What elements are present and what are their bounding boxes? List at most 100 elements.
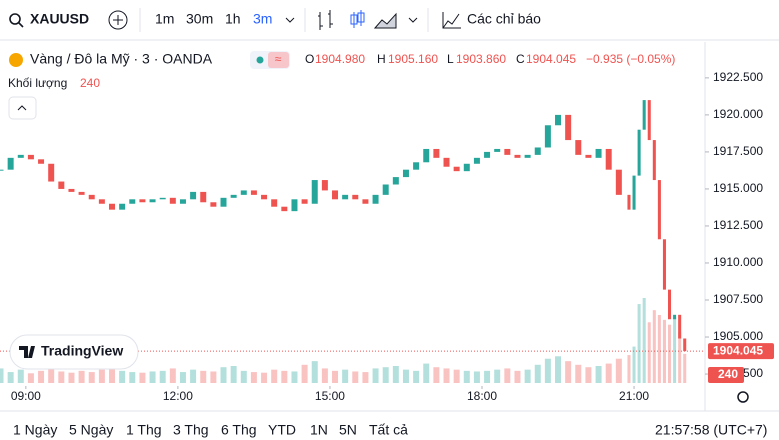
volume-bar [632, 346, 636, 383]
range-button[interactable]: 1 Ngày [13, 422, 57, 438]
volume-bar [392, 366, 399, 383]
candle-body [261, 194, 268, 200]
candle-body [678, 314, 682, 339]
volume-bar [58, 371, 65, 383]
volume-bar [129, 372, 136, 383]
range-button[interactable]: 1N [310, 422, 328, 438]
symbol-logo [9, 53, 23, 67]
interval[interactable]: 30m [186, 11, 213, 27]
volume-bar [240, 370, 247, 383]
last-volume-badge [708, 367, 744, 383]
symbol[interactable]: XAUUSD [30, 11, 89, 27]
candle-body [662, 239, 666, 290]
volume-bar [352, 371, 359, 383]
footer: 21:57:58 (UTC+7) 1 Ngày 5 Ngày 1 Thg 3 Thg 6… [13, 422, 767, 438]
candle-body [683, 338, 687, 352]
ohlc-value: 1905.160 [388, 52, 438, 66]
logo-badge [9, 334, 139, 370]
indicators[interactable]: Các chỉ báo [467, 11, 541, 27]
volume-bar [149, 371, 156, 383]
delay-badge [268, 52, 289, 68]
candle-body [605, 148, 612, 170]
bars-icon[interactable] [318, 10, 333, 30]
range-button[interactable]: YTD [268, 422, 296, 438]
chevron[interactable] [408, 17, 418, 23]
candle-body [291, 199, 298, 212]
interval[interactable]: 1h [225, 11, 241, 27]
volume-bar [230, 366, 237, 383]
y-tick-label: 1920.000 [713, 107, 763, 121]
x-tick-label: 21:00 [619, 389, 649, 403]
range-button[interactable]: 3 Thg [173, 422, 209, 438]
volume-bar [281, 370, 288, 383]
x-tick-label: 18:00 [467, 389, 497, 403]
candle-body [657, 180, 661, 240]
interval-active[interactable]: 3m [253, 11, 272, 27]
candle-body [78, 191, 85, 195]
candle-body [642, 100, 646, 130]
volume-bar [627, 355, 631, 383]
candle-body [555, 114, 562, 126]
candle-body [230, 194, 237, 198]
candle-body [7, 157, 14, 170]
volume-bar [642, 298, 646, 383]
candle-body [565, 114, 572, 141]
candle-body [169, 197, 176, 204]
candle-body [38, 159, 45, 164]
candle-body [615, 169, 622, 195]
collapse-icon [17, 105, 27, 111]
candle-body [17, 154, 24, 158]
chevron[interactable] [285, 17, 295, 23]
candle-body [402, 169, 409, 178]
market-open [256, 56, 264, 64]
indicators-icon[interactable] [442, 12, 461, 29]
range-button[interactable]: 6 Thg [221, 422, 257, 438]
y-tick-label: 1907.500 [713, 292, 763, 306]
candle-body [149, 199, 156, 203]
delay-icon: ≈ [275, 52, 282, 66]
volume-bar [615, 358, 622, 383]
volume-bar [48, 367, 55, 383]
volume-bar [261, 372, 268, 383]
candle-body [352, 194, 359, 200]
interval[interactable]: 1m [155, 11, 174, 27]
volume-bar [179, 372, 186, 383]
volume-value: 240 [80, 76, 100, 90]
range-button[interactable]: 1 Thg [126, 422, 162, 438]
x-tick-label: 15:00 [315, 389, 345, 403]
candle-body [179, 199, 186, 204]
candle-body [637, 129, 641, 176]
y-tick-label: 1910.000 [713, 255, 763, 269]
volume-bar [514, 370, 521, 383]
settings-icon[interactable] [737, 391, 749, 403]
candle-body [473, 157, 480, 164]
x-tick-label: 12:00 [163, 389, 193, 403]
y-tick-label: 1915.000 [713, 181, 763, 195]
range-button[interactable]: 5N [339, 422, 357, 438]
volume-bar [524, 369, 531, 383]
candles-icon[interactable] [350, 10, 365, 28]
candle-body [88, 194, 95, 200]
volume-bar [372, 368, 379, 383]
collapse-button[interactable] [8, 96, 37, 120]
volume-bar [0, 368, 4, 383]
volume-bar [657, 315, 661, 383]
volume-bar [647, 322, 651, 383]
volume-bar [88, 372, 95, 383]
range-button[interactable]: Tất cả [369, 422, 408, 438]
add-symbol[interactable] [108, 10, 128, 30]
search-icon[interactable] [9, 13, 21, 25]
area-icon[interactable] [373, 12, 397, 29]
volume-bar [78, 370, 85, 383]
volume-bar [27, 373, 34, 383]
volume-bar [662, 319, 666, 383]
candle-body [382, 184, 389, 195]
candle-body [250, 190, 257, 195]
range-button[interactable]: 5 Ngày [69, 422, 113, 438]
candle-body [423, 148, 430, 163]
candle-body [0, 169, 4, 171]
candle-body [159, 197, 166, 200]
candle-body [210, 202, 217, 207]
volume-bar [494, 369, 501, 383]
ohlc-value: 1904.980 [315, 52, 365, 66]
